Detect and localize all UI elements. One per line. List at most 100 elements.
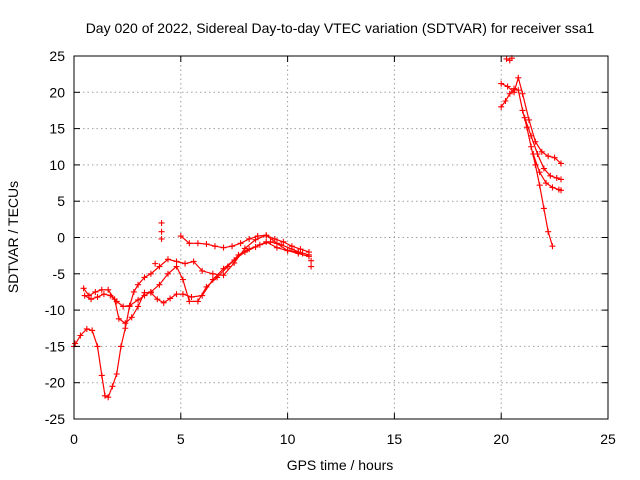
data-point: [246, 246, 253, 253]
data-point: [101, 392, 108, 399]
data-point: [115, 315, 122, 322]
data-point: [135, 281, 142, 288]
data-point: [105, 394, 112, 401]
data-point: [113, 298, 120, 305]
y-tick-label: 25: [49, 48, 65, 64]
data-point: [152, 260, 159, 267]
data-point: [182, 260, 189, 267]
series-track-e: [498, 85, 556, 250]
data-point: [135, 303, 142, 310]
chart-title: Day 020 of 2022, Sidereal Day-to-day VTE…: [86, 20, 595, 36]
series-track-d: [177, 232, 312, 256]
data-point: [109, 383, 116, 390]
data-point: [549, 243, 556, 250]
data-point: [528, 132, 535, 139]
data-point: [154, 296, 161, 303]
data-point: [186, 298, 193, 305]
data-point: [105, 286, 112, 293]
x-tick-label: 5: [177, 431, 185, 447]
data-point: [158, 219, 165, 226]
data-point: [246, 235, 253, 242]
data-point: [160, 299, 167, 306]
data-point: [147, 288, 154, 295]
data-series: [71, 55, 565, 401]
data-point: [558, 160, 565, 167]
data-point: [158, 228, 165, 235]
data-point: [130, 288, 137, 295]
x-axis-label: GPS time / hours: [287, 457, 394, 473]
data-point: [536, 169, 543, 176]
data-point: [515, 87, 522, 94]
data-point: [173, 291, 180, 298]
data-point: [229, 243, 236, 250]
data-point: [547, 172, 554, 179]
data-point: [267, 238, 274, 245]
data-point: [89, 327, 96, 334]
data-point: [107, 292, 114, 299]
y-tick-label: -5: [53, 266, 66, 282]
data-point: [297, 246, 304, 253]
data-point: [273, 244, 280, 251]
data-point: [220, 272, 227, 279]
data-point: [199, 267, 206, 274]
data-point: [100, 291, 107, 298]
data-point: [284, 247, 291, 254]
series-track-a: [71, 232, 312, 401]
tick-marks: [73, 55, 609, 420]
data-point: [209, 270, 216, 277]
data-point: [538, 148, 545, 155]
data-point: [120, 303, 127, 310]
series-trace: [180, 234, 310, 253]
data-point: [177, 233, 184, 240]
data-point: [308, 263, 315, 270]
data-point: [203, 241, 210, 248]
data-point: [158, 235, 165, 242]
data-point: [122, 325, 129, 332]
data-point: [506, 90, 513, 97]
data-point: [81, 292, 88, 299]
data-point: [113, 370, 120, 377]
data-point: [126, 302, 133, 309]
y-tick-labels: -25 -20 -15 -10 -5 0 5 10 15 20 25: [45, 48, 65, 427]
data-point: [536, 182, 543, 189]
x-tick-label: 15: [387, 431, 403, 447]
data-point: [519, 90, 526, 97]
data-point: [305, 249, 312, 256]
data-point: [194, 240, 201, 247]
data-point: [528, 143, 535, 150]
data-point: [519, 107, 526, 114]
data-point: [540, 165, 547, 172]
series-track-c: [81, 238, 306, 310]
y-tick-label: 10: [49, 157, 65, 173]
y-tick-label: -15: [45, 338, 65, 354]
x-tick-labels: 0 5 10 15 20 25: [70, 431, 616, 447]
data-point: [164, 256, 171, 263]
data-point: [254, 233, 261, 240]
y-tick-label: -10: [45, 302, 65, 318]
data-point: [551, 154, 558, 161]
data-point: [525, 116, 532, 123]
data-point: [164, 270, 171, 277]
data-point: [179, 291, 186, 298]
data-point: [558, 176, 565, 183]
data-point: [135, 296, 142, 303]
series-trace: [524, 117, 562, 180]
data-point: [558, 187, 565, 194]
data-point: [141, 292, 148, 299]
data-point: [92, 288, 99, 295]
data-point: [188, 294, 195, 301]
data-point: [94, 294, 101, 301]
data-point: [147, 270, 154, 277]
data-point: [186, 240, 193, 247]
data-point: [530, 151, 537, 158]
y-tick-label: 20: [49, 84, 65, 100]
data-point: [194, 298, 201, 305]
x-tick-label: 0: [70, 431, 78, 447]
data-point: [98, 286, 105, 293]
data-point: [94, 343, 101, 350]
data-point: [504, 83, 511, 90]
data-point: [224, 263, 231, 270]
y-tick-label: 0: [57, 230, 65, 246]
series-track-g: [521, 114, 565, 183]
